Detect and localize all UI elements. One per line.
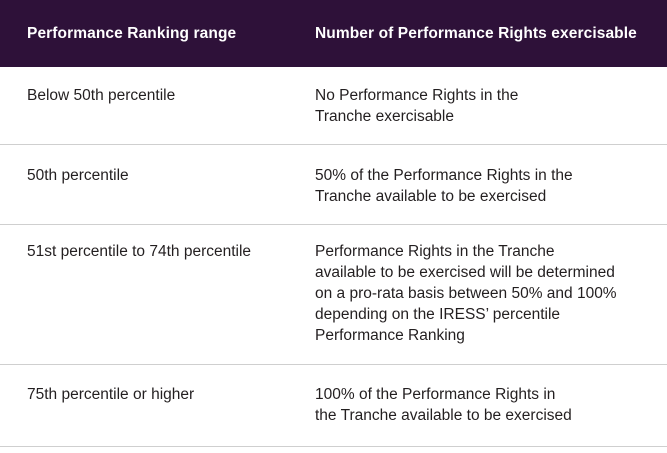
rights-line: Tranche available to be exercised (315, 188, 547, 205)
rights-line: No Performance Rights in the (315, 87, 519, 104)
range-cell: 51st percentile to 74th percentile (27, 243, 252, 260)
rights-line: Tranche exercisable (315, 108, 454, 125)
row-divider (0, 144, 667, 145)
rights-line: the Tranche available to be exercised (315, 407, 572, 424)
rights-line: Performance Rights in the Tranche (315, 243, 555, 260)
header-performance-ranking-range: Performance Ranking range (27, 24, 237, 42)
rights-cell: Performance Rights in the Tranche availa… (315, 241, 655, 346)
row-divider (0, 224, 667, 225)
rights-line: 50% of the Performance Rights in the (315, 167, 573, 184)
row-divider (0, 446, 667, 447)
rights-cell: 100% of the Performance Rights in the Tr… (315, 384, 655, 426)
rights-cell: No Performance Rights in the Tranche exe… (315, 85, 655, 127)
rights-line: Performance Ranking (315, 327, 465, 344)
range-cell: 50th percentile (27, 167, 129, 184)
rights-line: available to be exercised will be determ… (315, 264, 615, 281)
header-number-of-rights-exercisable: Number of Performance Rights exercisable (315, 24, 637, 42)
rights-line: 100% of the Performance Rights in (315, 386, 556, 403)
rights-line: on a pro-rata basis between 50% and 100% (315, 285, 617, 302)
range-cell: 75th percentile or higher (27, 386, 195, 403)
rights-line: depending on the IRESS’ percentile (315, 306, 561, 323)
rights-cell: 50% of the Performance Rights in the Tra… (315, 165, 655, 207)
table-header: Performance Ranking range Number of Perf… (0, 0, 667, 67)
row-divider (0, 364, 667, 365)
range-cell: Below 50th percentile (27, 87, 176, 104)
